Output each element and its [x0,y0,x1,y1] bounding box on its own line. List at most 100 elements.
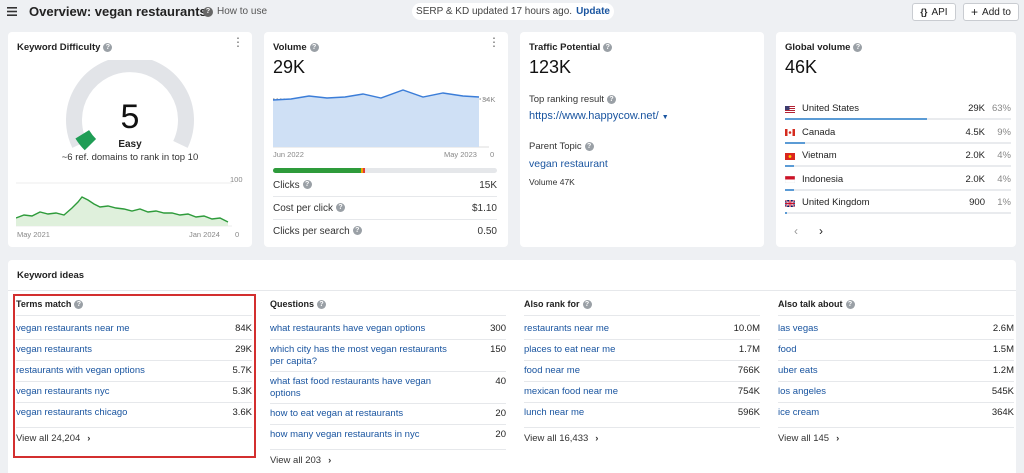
keyword-idea-row[interactable]: restaurants with vegan options 5.7K [16,363,252,384]
parent-topic-link[interactable]: vegan restaurant [529,158,608,170]
terms-match-help-icon[interactable]: ? [74,300,84,310]
clicks-label-wrap: Clicks? [273,180,312,191]
api-label: API [931,6,948,18]
keyword-idea-row[interactable]: what fast food restaurants have vegan op… [270,374,506,406]
keyword-idea-row[interactable]: vegan restaurants chicago 3.6K [16,405,252,426]
keyword-idea-row[interactable]: how many vegan restaurants in nyc 20 [270,427,506,448]
keyword-idea-row[interactable]: mexican food near me 754K [524,384,760,405]
keyword-idea-row[interactable]: uber eats 1.2M [778,363,1014,384]
top-ranking-url[interactable]: https://www.happycow.net/ ▼ [529,110,669,122]
clicks-distribution-bar [273,168,497,173]
keyword-idea-row[interactable]: ice cream 364K [778,405,1014,426]
keyword-idea-link[interactable]: what restaurants have vegan options [270,323,426,334]
keyword-idea-volume: 5.3K [232,386,252,397]
keyword-idea-link[interactable]: uber eats [778,365,818,376]
country-name: Canada [802,126,836,138]
update-link[interactable]: Update [576,6,610,17]
divider [524,360,760,361]
global-value: 46K [785,57,818,77]
country-share-track [785,188,1011,191]
also-talk-about-help-icon[interactable]: ? [845,300,855,310]
country-row[interactable]: United States 29K 63% [785,102,1011,122]
country-row[interactable]: United Kingdom 900 1% [785,196,1011,216]
keyword-idea-row[interactable]: places to eat near me 1.7M [524,342,760,363]
keyword-idea-row[interactable]: los angeles 545K [778,384,1014,405]
divider [16,315,252,316]
parent-topic-help-icon[interactable]: ? [584,141,594,151]
top-ranking-help-icon[interactable]: ? [606,94,616,104]
global-help-icon[interactable]: ? [853,42,863,52]
keyword-idea-link[interactable]: restaurants near me [524,323,610,334]
keyword-idea-link[interactable]: mexican food near me [524,386,618,397]
add-to-button[interactable]: + Add to [963,3,1019,21]
keyword-idea-link[interactable]: vegan restaurants near me [16,323,130,334]
keyword-idea-row[interactable]: which city has the most vegan restaurant… [270,342,506,374]
keyword-idea-link[interactable]: las vegas [778,323,819,334]
country-row[interactable]: Indonesia 2.0K 4% [785,173,1011,193]
also-rank-for-view-all-link[interactable]: View all 16,433 › [524,433,598,444]
keyword-idea-link[interactable]: what fast food restaurants have vegan op… [270,376,432,399]
keyword-idea-row[interactable]: vegan restaurants 29K [16,342,252,363]
keyword-idea-row[interactable]: food near me 766K [524,363,760,384]
kd-more-icon[interactable]: ⋮ [232,35,244,49]
keyword-idea-row[interactable]: lunch near me 596K [524,405,760,426]
traffic-help-icon[interactable]: ? [603,42,613,52]
keyword-idea-row[interactable]: las vegas 2.6M [778,321,1014,342]
keyword-idea-row[interactable]: how to eat vegan at restaurants 20 [270,406,506,427]
keyword-idea-link[interactable]: food [778,344,797,355]
keyword-idea-row[interactable]: vegan restaurants nyc 5.3K [16,384,252,405]
keyword-idea-row[interactable]: what restaurants have vegan options 300 [270,321,506,342]
kd-help-icon[interactable]: ? [103,42,113,52]
country-volume: 2.0K [965,150,985,161]
keyword-idea-link[interactable]: how to eat vegan at restaurants [270,408,404,419]
divider [270,315,506,316]
keyword-idea-link[interactable]: ice cream [778,407,820,418]
top-ranking-label: Top ranking result [529,94,604,105]
cpc-help-icon[interactable]: ? [336,203,346,213]
keyword-idea-link[interactable]: los angeles [778,386,827,397]
keyword-idea-row[interactable]: food 1.5M [778,342,1014,363]
keyword-idea-link[interactable]: food near me [524,365,580,376]
country-row[interactable]: Vietnam 2.0K 4% [785,149,1011,169]
keyword-idea-link[interactable]: lunch near me [524,407,585,418]
keyword-idea-link[interactable]: restaurants with vegan options [16,365,145,376]
keyword-idea-link[interactable]: which city has the most vegan restaurant… [270,344,447,367]
traffic-title: Traffic Potential [529,42,601,53]
keyword-idea-link[interactable]: how many vegan restaurants in nyc [270,429,420,440]
view-all-label: View all 16,433 [524,433,589,444]
api-button[interactable]: {} API [912,3,956,21]
also-talk-about-view-all-link[interactable]: View all 145 › [778,433,839,444]
keyword-idea-link[interactable]: vegan restaurants [16,344,93,355]
page-title: Overview: vegan restaurants [29,4,207,19]
caret-down-icon[interactable]: ▼ [661,114,669,121]
also-talk-about-header: Also talk about? [778,299,855,310]
keyword-idea-volume: 84K [235,323,252,334]
divider [524,315,760,316]
questions-view-all-link[interactable]: View all 203 › [270,455,331,466]
how-to-use-link[interactable]: ? How to use [203,6,267,17]
keyword-idea-row[interactable]: vegan restaurants near me 84K [16,321,252,342]
country-share: 4% [997,173,1011,185]
also-rank-for-help-icon[interactable]: ? [582,300,592,310]
volume-more-icon[interactable]: ⋮ [488,35,500,49]
clicks-row: Clicks? 15K [273,178,497,192]
country-volume: 2.0K [965,173,985,185]
keyword-idea-row[interactable]: restaurants near me 10.0M [524,321,760,342]
country-row[interactable]: Canada 4.5K 9% [785,126,1011,146]
keyword-ideas-title: Keyword ideas [17,270,85,281]
keyword-idea-link[interactable]: vegan restaurants chicago [16,407,128,418]
volume-axis-min: 0 [490,150,495,159]
keyword-idea-link[interactable]: vegan restaurants nyc [16,386,110,397]
questions-help-icon[interactable]: ? [317,300,327,310]
next-page-icon[interactable]: › [819,224,823,238]
clicks-label: Clicks [273,179,300,191]
volume-help-icon[interactable]: ? [309,42,319,52]
terms-match-view-all-link[interactable]: View all 24,204 › [16,433,90,444]
keyword-idea-link[interactable]: places to eat near me [524,344,616,355]
cps-help-icon[interactable]: ? [352,226,362,236]
country-share-bar [785,188,795,191]
hamburger-menu-icon[interactable] [7,7,17,16]
prev-page-icon[interactable]: ‹ [794,224,798,238]
parent-topic-label-wrap: Parent Topic? [529,141,594,152]
clicks-help-icon[interactable]: ? [302,180,312,190]
